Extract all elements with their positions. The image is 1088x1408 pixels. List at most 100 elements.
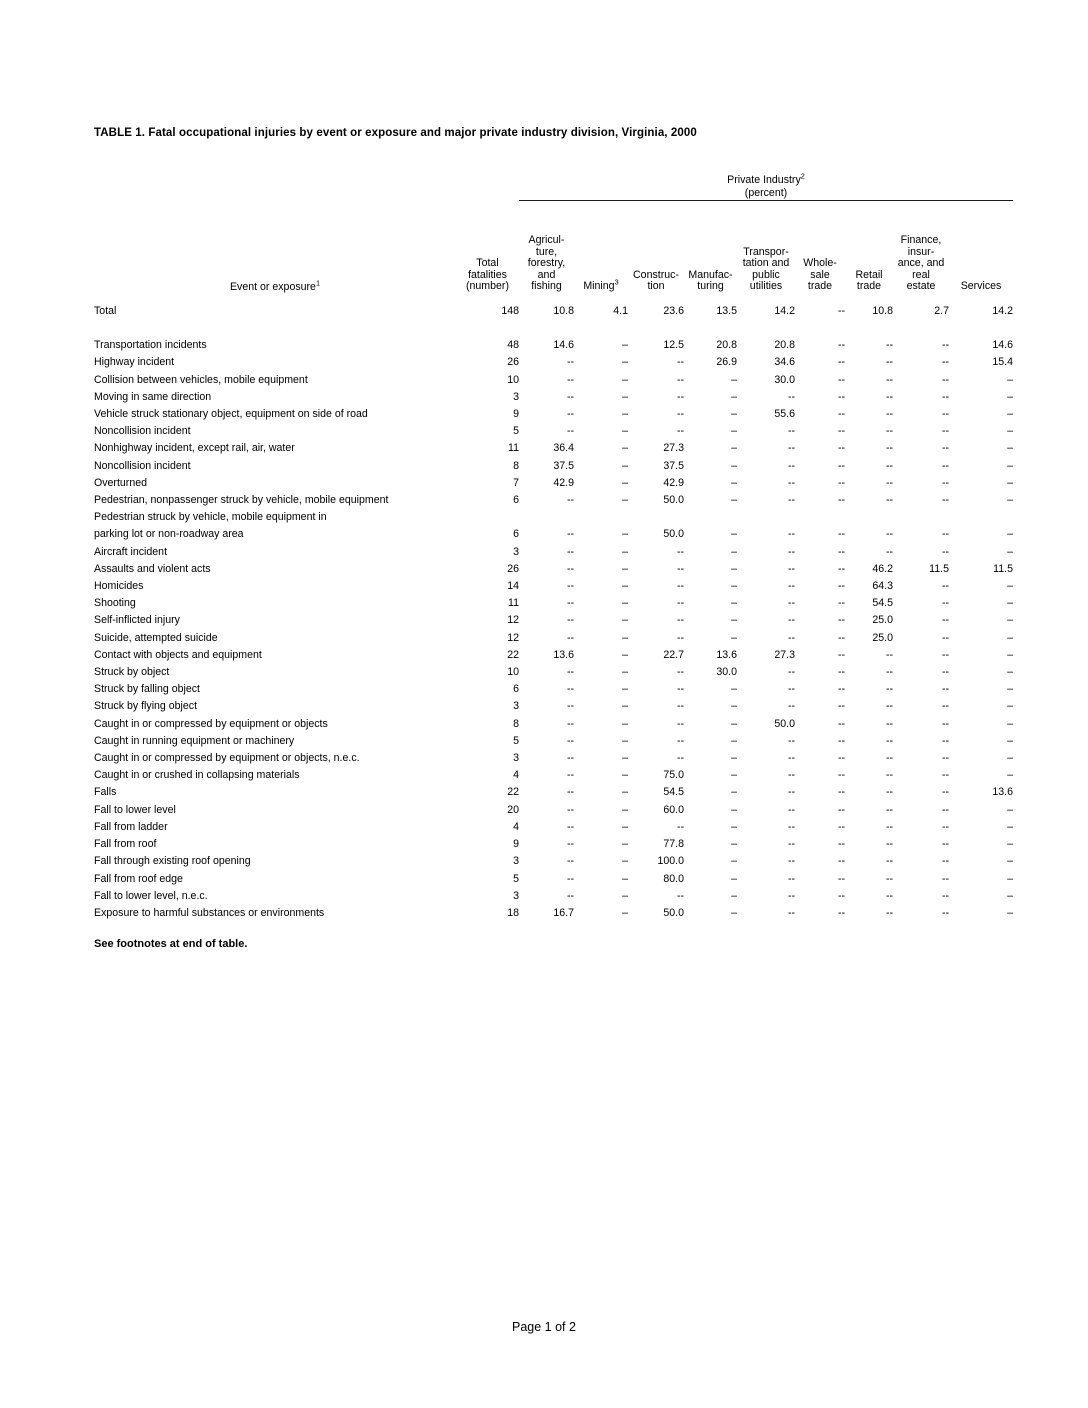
- row-value-wholesale: --: [837, 631, 845, 644]
- hdr-line: Services: [960, 280, 1002, 293]
- row-value-construction: 22.7: [663, 648, 684, 661]
- row-value-construction: --: [676, 390, 684, 403]
- row-value-mining: –: [622, 872, 628, 885]
- row-value-finance: --: [941, 666, 949, 679]
- column-header-services: Services: [949, 200, 1013, 293]
- table-row: Struck by falling object 6 -- – -- – -- -- -- -- –: [94, 681, 1013, 698]
- table-row: Noncollision incident 5 -- – -- – -- -- -- -- –: [94, 423, 1013, 440]
- hdr-line: Whole-: [803, 257, 837, 270]
- column-header-retail: Retail trade: [845, 200, 893, 293]
- row-value-agriculture: --: [566, 631, 574, 644]
- row-value-total_fatalities: 4: [513, 820, 519, 833]
- hdr-line: insur-: [907, 245, 935, 258]
- hdr-line: public: [752, 268, 780, 281]
- row-value-construction: 27.3: [663, 442, 684, 455]
- row-value-services: –: [1007, 631, 1013, 644]
- row-value-total_fatalities: 6: [513, 494, 519, 507]
- row-value-retail: --: [885, 425, 893, 438]
- table-row: Aircraft incident 3 -- – -- – -- -- -- -- –: [94, 544, 1013, 561]
- row-value-total_fatalities: 9: [513, 838, 519, 851]
- row-value-wholesale: --: [837, 408, 845, 421]
- row-value-retail: --: [885, 717, 893, 730]
- row-value-services: –: [1007, 425, 1013, 438]
- row-label: Fall from ladder: [94, 820, 168, 833]
- row-value-services: –: [1007, 580, 1013, 593]
- row-value-total_fatalities: 14: [507, 580, 519, 593]
- table-row: Total 148 10.8 4.1 23.6 13.5 14.2 -- 10.8 2.7 14.2: [94, 303, 1013, 320]
- row-value-agriculture: --: [566, 425, 574, 438]
- row-value-total_fatalities: 22: [507, 648, 519, 661]
- hdr-line: tation and: [742, 257, 790, 270]
- row-value-mining: –: [622, 838, 628, 851]
- row-value-retail: --: [885, 855, 893, 868]
- table-row: Caught in or compressed by equipment or …: [94, 750, 1013, 767]
- row-value-retail: --: [885, 700, 893, 713]
- row-value-manufacturing: –: [731, 683, 737, 696]
- row-value-construction: --: [676, 597, 684, 610]
- row-value-services: –: [1007, 717, 1013, 730]
- row-value-total_fatalities: [456, 509, 519, 526]
- row-value-transportation: --: [787, 820, 795, 833]
- row-value-agriculture: --: [566, 889, 574, 902]
- row-value-services: [949, 509, 1013, 526]
- row-value-services: –: [1007, 872, 1013, 885]
- row-value-construction: 60.0: [663, 803, 684, 816]
- row-value-finance: --: [941, 786, 949, 799]
- row-value-finance: --: [941, 803, 949, 816]
- row-value-total_fatalities: 4: [513, 769, 519, 782]
- row-value-mining: –: [622, 459, 628, 472]
- row-label: Caught in or compressed by equipment or …: [94, 752, 360, 765]
- row-value-retail: --: [885, 339, 893, 352]
- row-value-retail: 64.3: [872, 580, 893, 593]
- row-value-total_fatalities: 3: [513, 545, 519, 558]
- row-value-wholesale: --: [837, 442, 845, 455]
- row-value-total_fatalities: 8: [513, 459, 519, 472]
- row-label: Noncollision incident: [94, 459, 191, 472]
- table-row: Fall from ladder 4 -- – -- – -- -- -- -- –: [94, 819, 1013, 836]
- row-label: Nonhighway incident, except rail, air, w…: [94, 442, 295, 455]
- row-value-services: –: [1007, 459, 1013, 472]
- table-row: Homicides 14 -- – -- – -- -- 64.3 -- –: [94, 578, 1013, 595]
- row-value-transportation: --: [787, 752, 795, 765]
- table-row: Fall from roof edge 5 -- – 80.0 – -- -- -- -- –: [94, 871, 1013, 888]
- table-row: Assaults and violent acts 26 -- – -- – -- -- 46.…: [94, 561, 1013, 578]
- row-value-wholesale: --: [837, 425, 845, 438]
- row-value-wholesale: --: [837, 597, 845, 610]
- row-label: parking lot or non-roadway area: [94, 528, 244, 541]
- row-value-finance: 2.7: [934, 305, 949, 317]
- row-value-construction: --: [676, 545, 684, 558]
- row-value-agriculture: --: [566, 717, 574, 730]
- row-value-retail: --: [885, 442, 893, 455]
- table-row: parking lot or non-roadway area 6 -- – 50.0 –…: [94, 526, 1013, 543]
- row-value-finance: 11.5: [929, 562, 949, 575]
- row-value-transportation: --: [787, 614, 795, 627]
- row-value-mining: –: [622, 906, 628, 919]
- row-value-transportation: --: [787, 545, 795, 558]
- row-value-total_fatalities: 5: [513, 425, 519, 438]
- row-value-manufacturing: –: [731, 838, 737, 851]
- row-value-finance: --: [941, 614, 949, 627]
- row-value-services: 11.5: [993, 562, 1013, 575]
- table-row: Falls 22 -- – 54.5 – -- -- -- -- 13.6: [94, 784, 1013, 801]
- row-value-agriculture: 16.7: [553, 906, 574, 919]
- row-value-wholesale: --: [837, 666, 845, 679]
- row-value-services: –: [1007, 734, 1013, 747]
- row-value-agriculture: --: [566, 597, 574, 610]
- total-header-line-2: fatalities: [468, 268, 507, 281]
- row-value-finance: --: [941, 545, 949, 558]
- table-row: Moving in same direction 3 -- – -- – -- -- -- -- –: [94, 389, 1013, 406]
- row-value-wholesale: --: [837, 889, 845, 902]
- table-row: Self-inflicted injury 12 -- – -- – -- -- 25.0 -- –: [94, 612, 1013, 629]
- row-value-manufacturing: –: [731, 373, 737, 386]
- row-value-retail: --: [885, 820, 893, 833]
- row-value-finance: --: [941, 597, 949, 610]
- row-value-mining: –: [622, 562, 628, 575]
- row-value-services: 15.4: [992, 356, 1013, 369]
- row-value-mining: [574, 509, 628, 526]
- row-label: Pedestrian struck by vehicle, mobile equ…: [94, 511, 327, 524]
- row-value-construction: --: [676, 373, 684, 386]
- table-row: Exposure to harmful substances or enviro…: [94, 905, 1013, 922]
- row-label: Vehicle struck stationary object, equipm…: [94, 408, 368, 421]
- row-value-transportation: --: [787, 906, 795, 919]
